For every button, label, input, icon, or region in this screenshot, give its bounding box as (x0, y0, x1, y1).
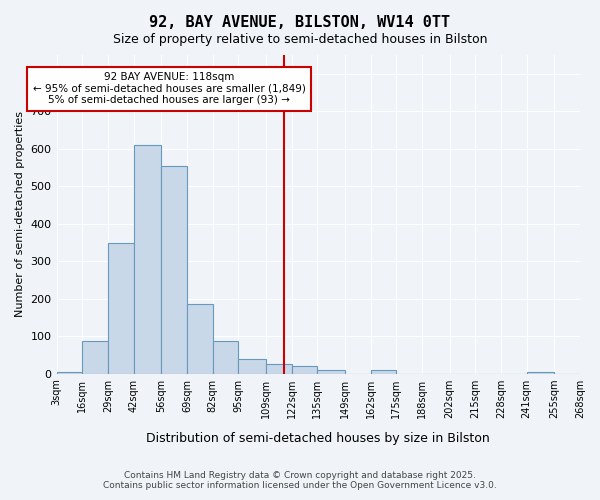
Bar (266, 364, 292, 374)
Bar (187, 304, 212, 374)
Bar (371, 370, 396, 374)
Bar (238, 358, 266, 374)
Text: Contains HM Land Registry data © Crown copyright and database right 2025.
Contai: Contains HM Land Registry data © Crown c… (103, 470, 497, 490)
Bar (82, 341, 108, 374)
Bar (212, 341, 238, 374)
X-axis label: Distribution of semi-detached houses by size in Bilston: Distribution of semi-detached houses by … (146, 432, 490, 445)
Bar (292, 366, 317, 374)
Bar (317, 370, 345, 374)
Text: 92, BAY AVENUE, BILSTON, WV14 0TT: 92, BAY AVENUE, BILSTON, WV14 0TT (149, 15, 451, 30)
Bar (527, 372, 554, 374)
Bar (56, 372, 82, 374)
Y-axis label: Number of semi-detached properties: Number of semi-detached properties (15, 112, 25, 318)
Bar (134, 145, 161, 374)
Bar (108, 242, 134, 374)
Text: 92 BAY AVENUE: 118sqm
← 95% of semi-detached houses are smaller (1,849)
5% of se: 92 BAY AVENUE: 118sqm ← 95% of semi-deta… (32, 72, 305, 106)
Text: Size of property relative to semi-detached houses in Bilston: Size of property relative to semi-detach… (113, 32, 487, 46)
Bar (161, 166, 187, 374)
